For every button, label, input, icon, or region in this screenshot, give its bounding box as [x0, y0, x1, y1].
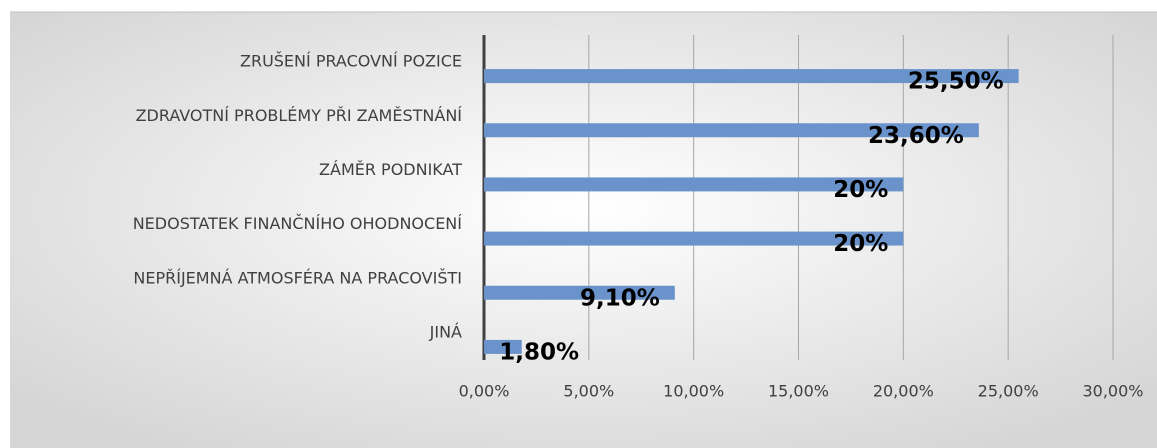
- data-label: 1,80%: [499, 339, 579, 365]
- x-tick-label: 0,00%: [459, 382, 510, 401]
- x-tick-label: 20,00%: [873, 382, 934, 401]
- data-label: 20%: [833, 177, 888, 203]
- data-label: 25,50%: [908, 69, 1004, 95]
- y-tick-label: JINÁ: [429, 322, 462, 341]
- y-tick-label: NEPŘÍJEMNÁ ATMOSFÉRA NA PRACOVIŠTI: [133, 268, 462, 287]
- bar: [484, 231, 904, 246]
- y-tick-label: NEDOSTATEK FINANČNÍHO OHODNOCENÍ: [133, 214, 463, 233]
- y-tick-label: ZRUŠENÍ PRACOVNÍ POZICE: [240, 52, 462, 71]
- chart-background: [10, 12, 1157, 448]
- x-tick-label: 25,00%: [978, 382, 1039, 401]
- x-tick-label: 10,00%: [663, 382, 724, 401]
- bar: [484, 177, 904, 192]
- y-tick-label: ZÁMĚR PODNIKAT: [319, 160, 462, 179]
- data-label: 23,60%: [868, 123, 964, 149]
- bar: [484, 339, 522, 354]
- bar: [484, 285, 675, 300]
- bar: [484, 69, 1019, 84]
- x-tick-label: 30,00%: [1082, 382, 1143, 401]
- y-tick-label: ZDRAVOTNÍ PROBLÉMY PŘI ZAMĚSTNÁNÍ: [136, 106, 463, 125]
- data-label: 20%: [833, 231, 888, 257]
- data-label: 9,10%: [580, 285, 660, 311]
- x-tick-label: 5,00%: [563, 382, 614, 401]
- bar: [484, 123, 979, 138]
- x-tick-label: 15,00%: [768, 382, 829, 401]
